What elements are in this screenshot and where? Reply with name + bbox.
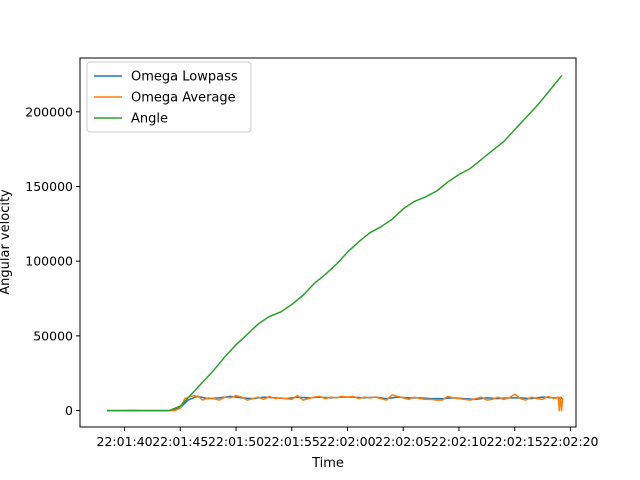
y-axis-label: Angular velocity [0, 189, 13, 295]
y-axis: 0 50000 100000 150000 200000 [25, 104, 80, 418]
plot-frame [79, 57, 577, 428]
x-tick-label: 22:01:55 [264, 434, 320, 449]
x-tick-label: 22:01:40 [97, 434, 153, 449]
series-layer [107, 74, 564, 412]
y-tick-label: 50000 [33, 328, 73, 343]
x-tick-label: 22:02:05 [375, 434, 431, 449]
legend-label-omega-average: Omega Average [131, 91, 236, 106]
x-axis: 22:01:40 22:01:45 22:01:50 22:01:55 22:02:00… [97, 427, 599, 449]
y-tick-label: 0 [65, 403, 73, 418]
legend: Omega Lowpass Omega Average Angle [86, 61, 252, 133]
series-line-omega-average [107, 393, 564, 412]
y-tick-label: 100000 [25, 254, 73, 269]
x-axis-label: Time [311, 456, 344, 471]
x-tick-label: 22:02:15 [487, 434, 543, 449]
x-tick-label: 22:02:20 [542, 434, 598, 449]
y-tick-label: 150000 [25, 179, 73, 194]
y-tick-label: 200000 [25, 104, 73, 119]
x-tick-label: 22:02:10 [431, 434, 487, 449]
x-tick-label: 22:01:50 [208, 434, 264, 449]
x-tick-label: 22:02:00 [319, 434, 375, 449]
series-line-angle [107, 74, 563, 412]
legend-box [86, 61, 252, 133]
legend-label-omega-lowpass: Omega Lowpass [131, 70, 238, 85]
legend-label-angle: Angle [131, 112, 168, 127]
x-tick-label: 22:01:45 [152, 434, 208, 449]
